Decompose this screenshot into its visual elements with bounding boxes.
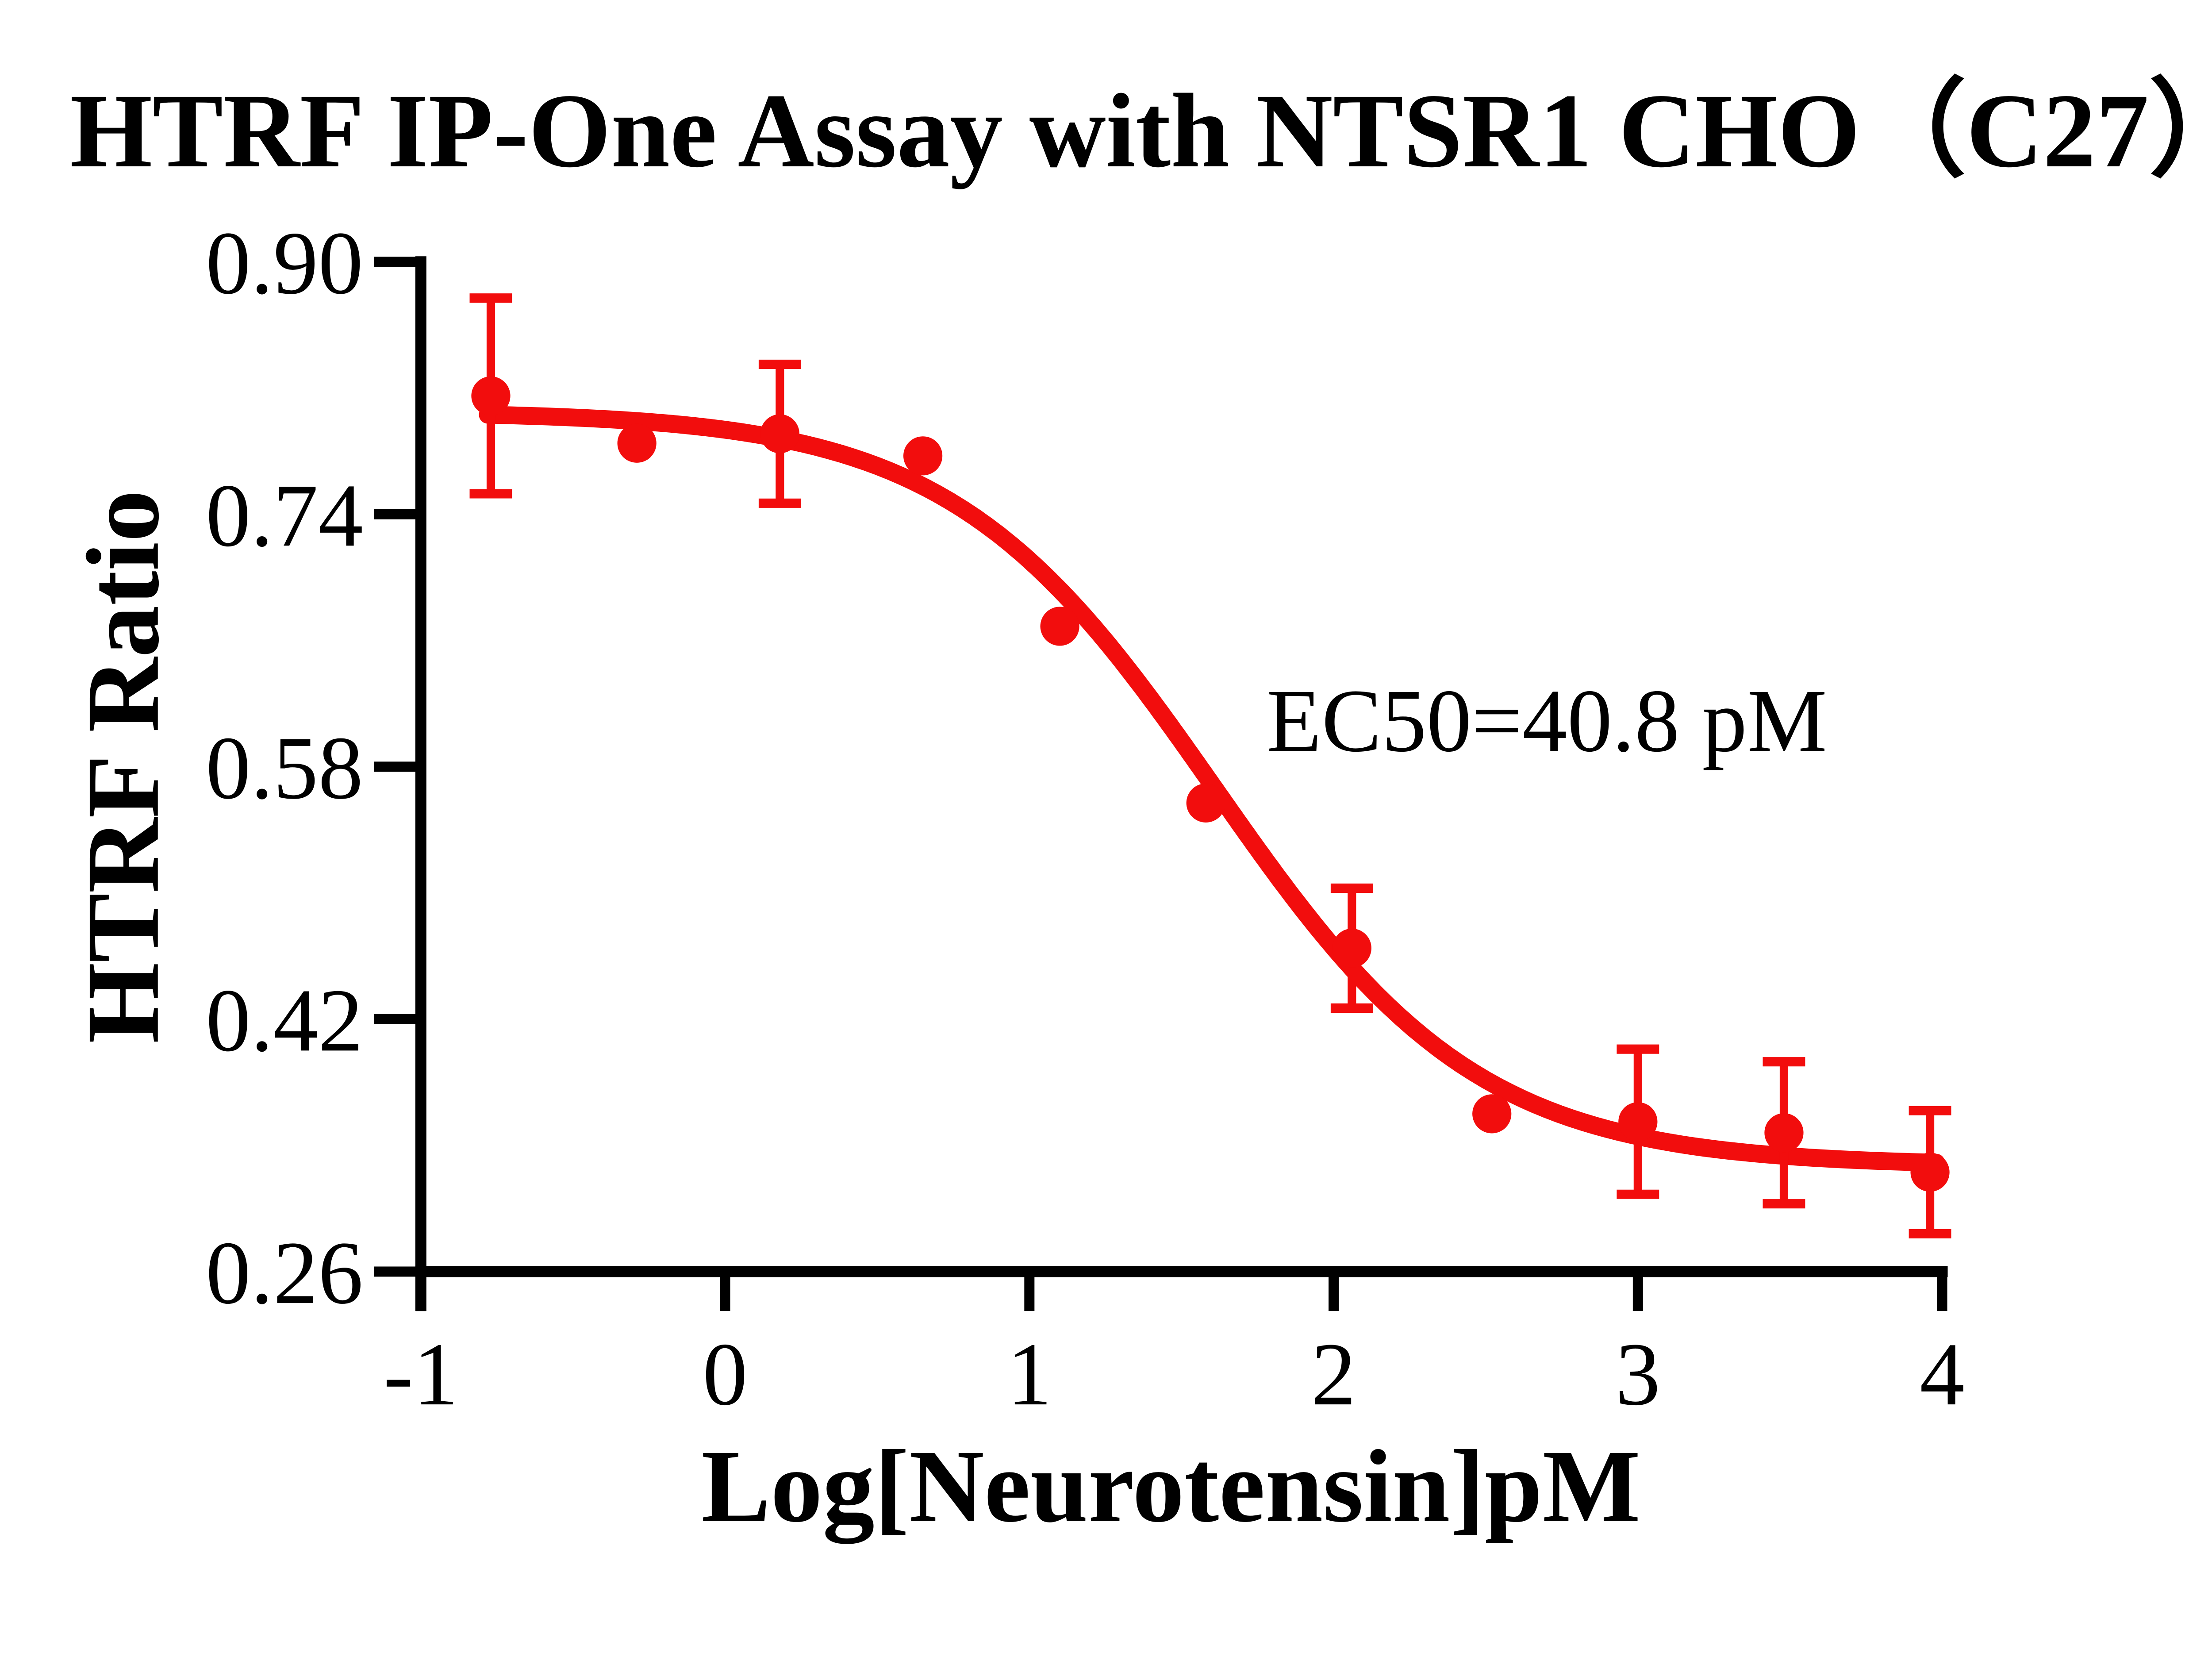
x-tick-label: 0 <box>703 1324 748 1424</box>
x-tick-label: 2 <box>1311 1324 1356 1424</box>
data-point <box>1332 928 1371 968</box>
data-point <box>1186 783 1225 823</box>
data-point <box>1040 607 1079 646</box>
y-tick-label: 0.90 <box>206 213 363 313</box>
y-tick-label: 0.58 <box>206 718 363 818</box>
x-tick-label: 3 <box>1616 1324 1661 1424</box>
data-point <box>1764 1113 1804 1153</box>
x-tick-label: 1 <box>1007 1324 1052 1424</box>
y-tick-label: 0.74 <box>206 465 363 565</box>
data-point <box>760 414 799 454</box>
y-tick-label: 0.42 <box>206 970 363 1070</box>
x-axis-title: Log[Neurotensin]pM <box>701 1429 1640 1544</box>
data-point <box>1472 1094 1512 1134</box>
ec50-annotation: EC50=40.8 pM <box>1267 671 1827 770</box>
chart-title: HTRF IP-One Assay with NTSR1 CHO（C27） <box>70 72 2212 189</box>
y-axis-title: HTRF Ratio <box>65 490 180 1043</box>
data-point <box>617 423 657 463</box>
data-point <box>1618 1102 1658 1142</box>
figure: HTRF IP-One Assay with NTSR1 CHO（C27） HT… <box>65 71 2212 1544</box>
data-point <box>471 376 511 415</box>
dose-response-chart: HTRF IP-One Assay with NTSR1 CHO（C27） HT… <box>65 71 2212 1544</box>
x-axis: -1 0 1 2 3 4 <box>384 1266 1965 1424</box>
data-point <box>903 436 943 476</box>
y-axis: 0.90 0.74 0.58 0.42 0.26 <box>206 213 426 1322</box>
data-point <box>1910 1153 1950 1192</box>
data-points <box>471 376 1950 1192</box>
x-tick-label: -1 <box>384 1324 458 1424</box>
x-tick-label: 4 <box>1920 1324 1965 1424</box>
y-tick-label: 0.26 <box>206 1223 363 1322</box>
